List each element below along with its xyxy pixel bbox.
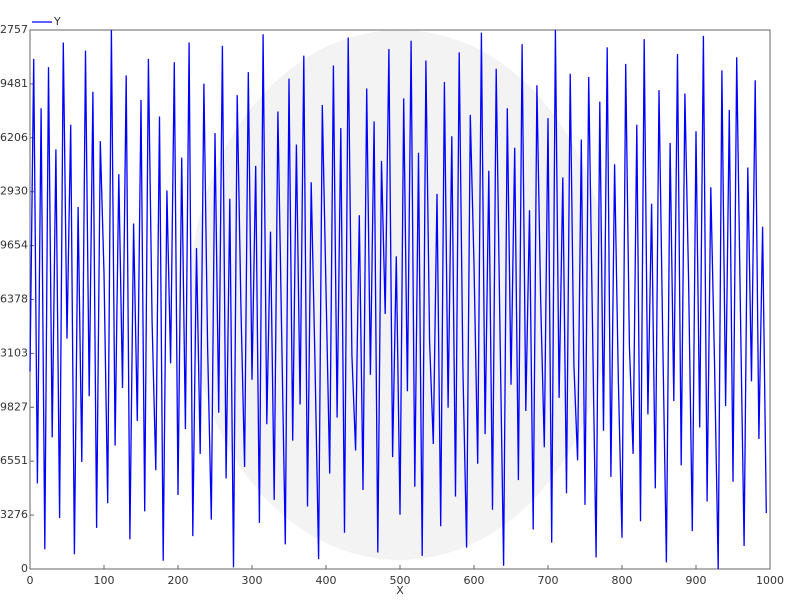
x-tick-label: 600 xyxy=(464,574,485,587)
x-axis-label: X xyxy=(396,584,404,597)
x-tick-label: 700 xyxy=(538,574,559,587)
x-tick-label: 0 xyxy=(27,574,34,587)
x-tick-label: 900 xyxy=(686,574,707,587)
data-line xyxy=(29,29,767,570)
x-tick-label: 800 xyxy=(612,574,633,587)
x-tick-label: 500 xyxy=(390,574,411,587)
y-tick-label: 0 xyxy=(21,562,28,575)
x-tick-label: 300 xyxy=(242,574,263,587)
y-tick-label: 3103 xyxy=(0,346,28,359)
y-tick-label: 3276 xyxy=(0,508,28,521)
y-tick-label: 2930 xyxy=(0,185,28,198)
y-tick-label: 9481 xyxy=(0,77,28,90)
x-tick-label: 400 xyxy=(316,574,337,587)
x-tick-label: 100 xyxy=(94,574,115,587)
y-tick-label: 9654 xyxy=(0,239,28,252)
y-tick-label: 6206 xyxy=(0,131,28,144)
x-tick-label: 1000 xyxy=(756,574,784,587)
y-tick-label: 6378 xyxy=(0,293,28,306)
legend-label: Y xyxy=(53,15,61,28)
x-tick-label: 200 xyxy=(168,574,189,587)
y-tick-label: 6551 xyxy=(0,454,28,467)
y-tick-label: 9827 xyxy=(0,400,28,413)
y-tick-label: 2757 xyxy=(0,23,28,36)
